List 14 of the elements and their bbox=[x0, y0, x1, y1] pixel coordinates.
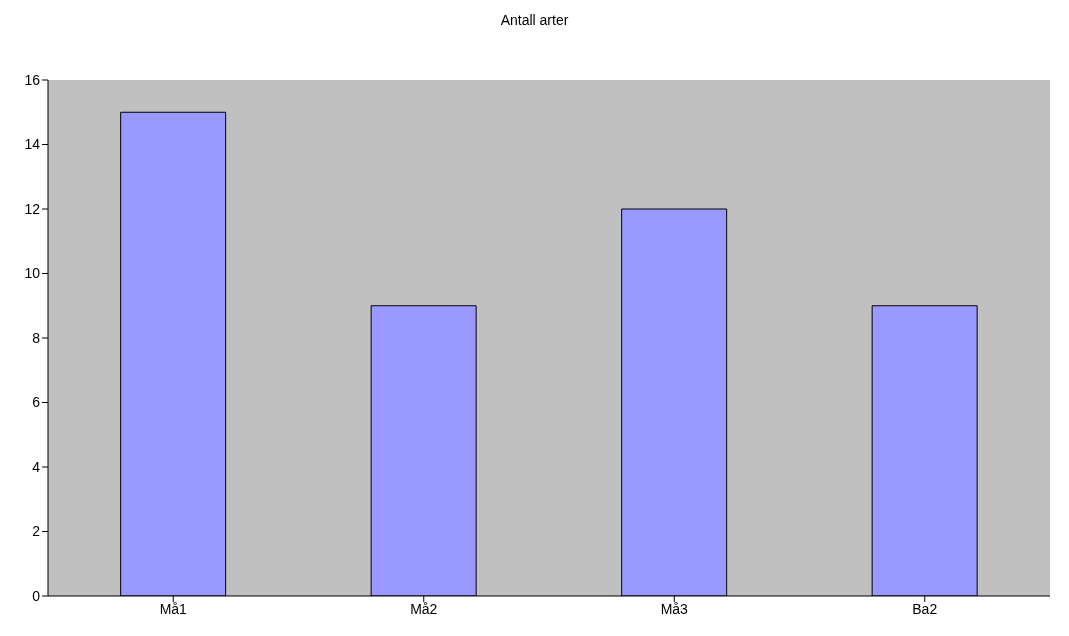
y-tick-label: 2 bbox=[32, 523, 41, 540]
y-tick-label: 8 bbox=[32, 329, 41, 346]
y-tick-label: 0 bbox=[32, 587, 41, 604]
y-tick-label: 10 bbox=[24, 265, 41, 282]
x-tick-label: Må1 bbox=[159, 600, 188, 617]
y-tick-label: 6 bbox=[32, 394, 41, 411]
y-tick-label: 14 bbox=[24, 136, 41, 153]
x-tick-label: Må3 bbox=[660, 600, 689, 617]
chart-title: Antall arter bbox=[499, 12, 570, 28]
x-tick-label: Ba2 bbox=[912, 600, 938, 617]
y-tick-label: 16 bbox=[24, 71, 41, 88]
y-tick-label: 4 bbox=[32, 458, 41, 475]
y-tick-label: 12 bbox=[24, 200, 41, 217]
x-tick-label: Må2 bbox=[410, 600, 438, 617]
